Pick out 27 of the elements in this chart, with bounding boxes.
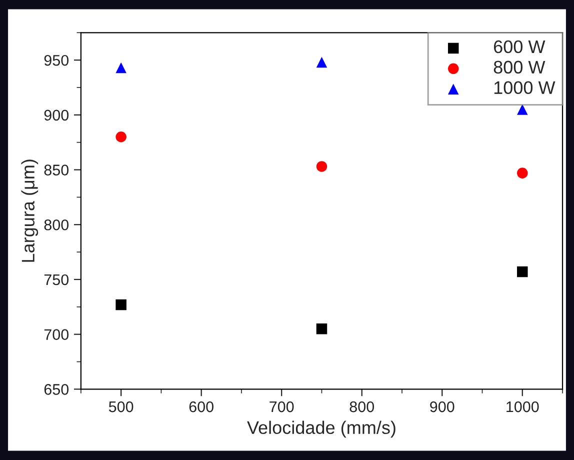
x-tick-label: 700 (270, 401, 294, 412)
y-tick-label: 700 (44, 329, 69, 340)
x-tick-label: 600 (189, 401, 214, 412)
point (316, 161, 328, 172)
x-axis-title: Velocidade (mm/s) (247, 420, 396, 438)
y-tick-label: 900 (44, 110, 69, 121)
x-tick-label: 1000 (506, 401, 539, 412)
x-tick-label: 900 (430, 401, 454, 412)
y-tick-label: 650 (44, 384, 69, 395)
legend-label: 1000 W (494, 81, 556, 94)
point (116, 131, 126, 142)
point (116, 299, 126, 310)
x-tick-label: 500 (108, 401, 134, 412)
point (517, 168, 528, 178)
legend-label: 800 W (494, 60, 546, 74)
y-tick-label: 750 (44, 274, 69, 286)
y-tick-label: 800 (44, 219, 69, 230)
point (316, 323, 328, 334)
x-tick-label: 800 (350, 401, 374, 412)
point (517, 104, 528, 115)
y-tick-label: 850 (44, 164, 69, 176)
point (316, 56, 328, 68)
point (517, 266, 528, 278)
y-axis-title: Largura (μm) (21, 160, 38, 262)
point (116, 62, 126, 74)
legend-label: 600 W (494, 40, 546, 54)
y-tick-label: 950 (44, 54, 69, 66)
